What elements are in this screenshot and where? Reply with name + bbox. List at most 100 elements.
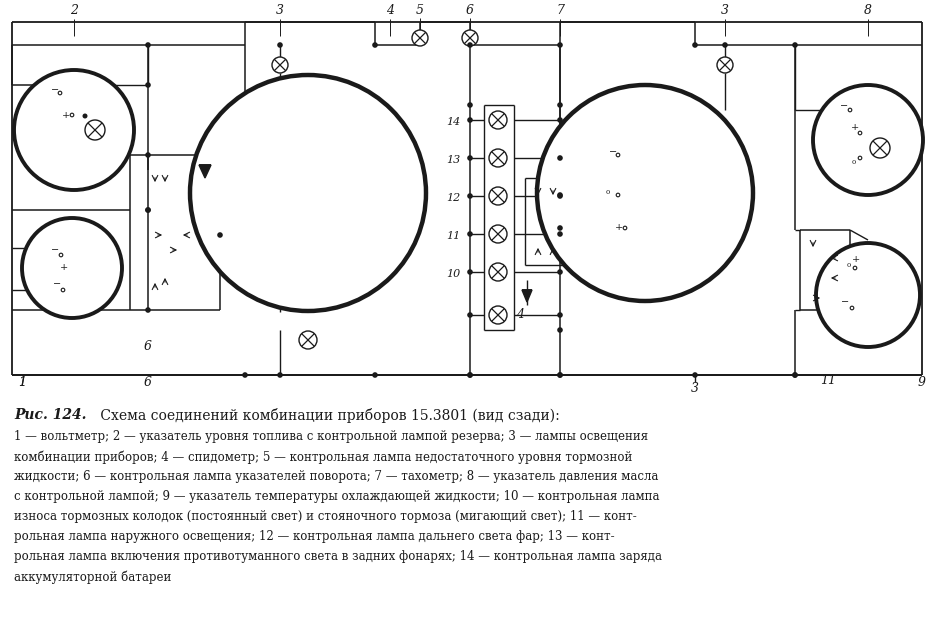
Circle shape [462,30,478,46]
Circle shape [558,327,563,333]
Circle shape [722,42,728,48]
Circle shape [558,372,563,378]
Text: Схема соединений комбинации приборов 15.3801 (вид сзади):: Схема соединений комбинации приборов 15.… [96,408,559,423]
Circle shape [848,108,852,112]
Text: 13: 13 [446,155,460,165]
Text: 8: 8 [864,4,872,17]
Circle shape [85,120,105,140]
Text: 3: 3 [276,4,284,17]
Text: 3: 3 [691,381,699,394]
Circle shape [489,263,507,281]
Circle shape [558,117,563,123]
Circle shape [145,207,150,213]
Text: −: − [53,281,61,289]
Circle shape [145,82,150,88]
Text: +: + [60,263,68,273]
Text: 10: 10 [446,269,460,279]
Circle shape [467,42,473,48]
Circle shape [558,312,563,318]
Circle shape [858,131,862,135]
Text: рольная лампа включения противотуманного света в задних фонарях; 14 — контрольна: рольная лампа включения противотуманного… [14,550,662,563]
Circle shape [853,266,856,270]
Circle shape [218,232,223,238]
Circle shape [858,156,862,160]
Text: аккумуляторной батареи: аккумуляторной батареи [14,570,171,584]
Circle shape [412,30,428,46]
Circle shape [558,102,563,108]
Text: 2: 2 [70,4,78,17]
Circle shape [717,57,733,73]
Circle shape [850,306,854,310]
Circle shape [467,102,473,108]
Circle shape [489,111,507,129]
Circle shape [22,218,122,318]
Polygon shape [199,165,211,178]
Circle shape [792,42,798,48]
Text: 9: 9 [918,376,926,389]
Text: +: + [615,223,623,233]
Text: +: + [852,255,860,265]
Text: 6: 6 [466,4,474,17]
Text: 1: 1 [18,376,26,389]
Circle shape [467,372,473,378]
Circle shape [190,75,426,311]
Text: комбинации приборов; 4 — спидометр; 5 — контрольная лампа недостаточного уровня : комбинации приборов; 4 — спидометр; 5 — … [14,450,632,463]
Circle shape [467,269,473,275]
Text: с контрольной лампой; 9 — указатель температуры охлаждающей жидкости; 10 — контр: с контрольной лампой; 9 — указатель темп… [14,490,659,503]
Text: o: o [852,158,856,166]
Text: −: − [840,102,848,112]
Text: 11: 11 [820,373,836,386]
Circle shape [467,117,473,123]
Circle shape [145,42,150,48]
Circle shape [145,307,150,313]
Circle shape [558,372,563,378]
Circle shape [792,372,798,378]
Polygon shape [522,290,532,302]
Circle shape [816,243,920,347]
Text: −: − [51,246,59,254]
Circle shape [616,193,620,197]
Circle shape [58,91,62,95]
Circle shape [692,372,698,378]
Circle shape [692,42,698,48]
Text: −: − [609,147,617,157]
Circle shape [558,42,563,48]
Text: 11: 11 [446,231,460,241]
Circle shape [277,42,283,48]
Text: o: o [606,188,610,196]
Circle shape [467,312,473,318]
Text: 6: 6 [144,376,152,389]
Circle shape [373,42,377,48]
Text: 1 — вольтметр; 2 — указатель уровня топлива с контрольной лампой резерва; 3 — ла: 1 — вольтметр; 2 — указатель уровня топл… [14,430,648,443]
Circle shape [145,207,150,213]
Circle shape [489,225,507,243]
Circle shape [558,231,563,237]
Text: +: + [62,110,70,120]
Circle shape [467,231,473,237]
Text: износа тормозных колодок (постоянный свет) и стояночного тормоза (мигающий свет): износа тормозных колодок (постоянный све… [14,510,637,523]
Text: o: o [847,261,851,269]
Circle shape [467,193,473,199]
Circle shape [558,193,563,199]
Circle shape [272,57,288,73]
Circle shape [623,226,627,230]
Circle shape [558,225,563,231]
Text: жидкости; 6 — контрольная лампа указателей поворота; 7 — тахометр; 8 — указатель: жидкости; 6 — контрольная лампа указател… [14,470,658,483]
Text: 3: 3 [721,4,729,17]
Circle shape [145,152,150,158]
Text: 6: 6 [144,341,152,354]
Text: 12: 12 [446,193,460,203]
Circle shape [489,187,507,205]
Circle shape [242,372,248,378]
Text: +: + [851,123,859,133]
Text: Рис. 124.: Рис. 124. [14,408,87,422]
Text: 5: 5 [416,4,424,17]
Text: 1: 1 [18,376,26,389]
Circle shape [82,114,88,118]
Text: 4: 4 [516,308,524,321]
Text: рольная лампа наружного освещения; 12 — контрольная лампа дальнего света фар; 13: рольная лампа наружного освещения; 12 — … [14,530,615,543]
Circle shape [59,253,63,257]
Circle shape [813,85,923,195]
Circle shape [70,113,74,117]
Circle shape [277,372,283,378]
